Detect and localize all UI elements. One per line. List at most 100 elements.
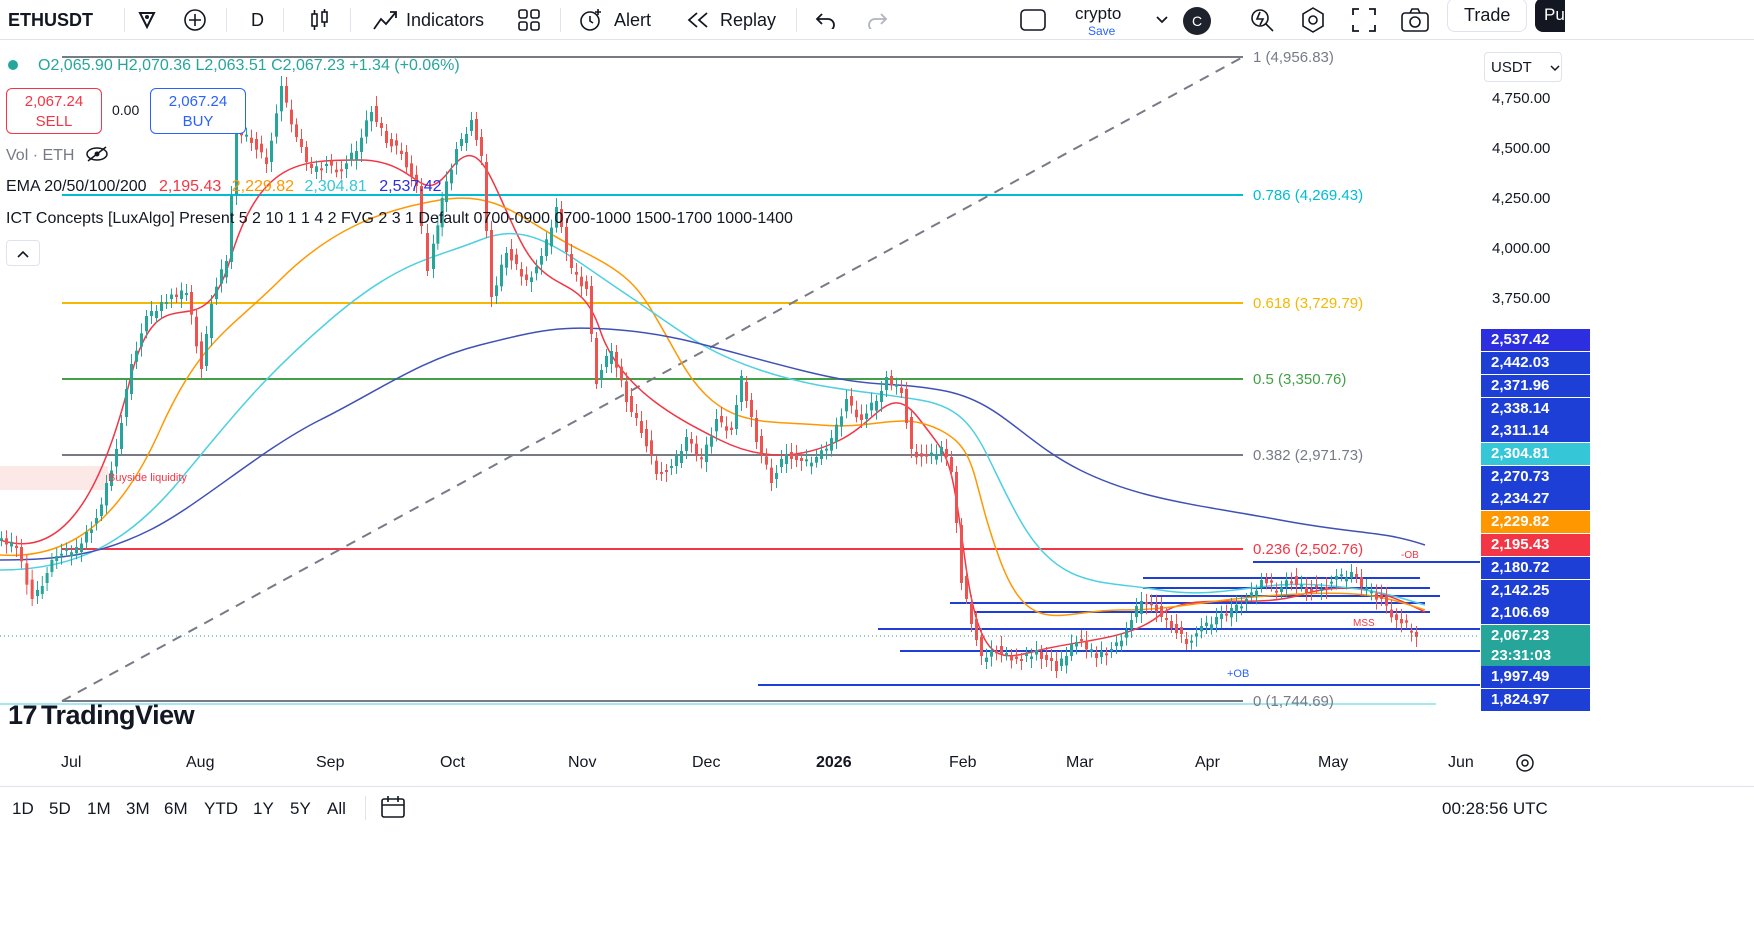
candle-body: [95, 518, 98, 524]
indicators-button[interactable]: Indicators: [372, 0, 484, 40]
candle-body: [1160, 606, 1163, 617]
layout-square-icon[interactable]: [1019, 0, 1047, 40]
watchlist-icon[interactable]: [136, 0, 158, 40]
layout-name[interactable]: crypto: [1075, 4, 1122, 23]
ict-legend[interactable]: ICT Concepts [LuxAlgo] Present 5 2 10 1 …: [6, 210, 793, 227]
trade-button[interactable]: Trade: [1447, 0, 1528, 32]
candle-body: [1180, 627, 1183, 634]
price-chart[interactable]: [0, 41, 1480, 745]
candle-body: [965, 576, 968, 599]
candle-body: [205, 334, 208, 366]
candle-body: [1240, 606, 1243, 609]
candle-body: [1365, 588, 1368, 590]
candle-body: [1270, 580, 1273, 583]
candle-body: [85, 532, 88, 543]
undo-icon[interactable]: [815, 0, 837, 40]
publish-button[interactable]: Pu: [1535, 0, 1565, 32]
candle-body: [520, 269, 523, 277]
sell-button[interactable]: 2,067.24 SELL: [6, 88, 102, 134]
candle-body: [1210, 624, 1213, 630]
range-1y[interactable]: 1Y: [253, 799, 274, 818]
candle-body: [720, 416, 723, 423]
candle-body: [426, 233, 429, 271]
candle-body: [635, 413, 638, 418]
ema50-value: 2,229.82: [231, 178, 295, 195]
replay-button[interactable]: Replay: [686, 0, 776, 40]
candle-body: [980, 637, 983, 656]
candle-body: [385, 131, 388, 143]
ema-legend[interactable]: EMA 20/50/100/200 2,195.43 2,229.82 2,30…: [6, 178, 442, 196]
axis-settings-gear-icon[interactable]: [1514, 752, 1536, 779]
price-tick: 4,250.00: [1492, 190, 1551, 207]
candle-body: [640, 421, 643, 433]
camera-icon[interactable]: [1400, 0, 1430, 40]
settings-gear-icon[interactable]: [1299, 0, 1327, 40]
buy-button[interactable]: 2,067.24 BUY: [150, 88, 246, 134]
candle-body: [185, 293, 188, 295]
candle-body: [820, 450, 823, 459]
candle-body: [1190, 640, 1193, 643]
redo-icon[interactable]: [866, 0, 888, 40]
range-1d[interactable]: 1D: [12, 799, 34, 818]
candle-body: [100, 504, 103, 516]
price-tag: 2,338.14: [1481, 398, 1590, 420]
separator: [350, 8, 351, 32]
avatar[interactable]: C: [1183, 1, 1211, 41]
candle-style-icon[interactable]: [309, 0, 331, 40]
ema20-value: 2,195.43: [159, 178, 222, 195]
utc-clock[interactable]: 00:28:56 UTC: [1442, 799, 1548, 818]
candle-body: [705, 444, 708, 462]
templates-icon[interactable]: [517, 0, 541, 40]
fib-trend-line[interactable]: [61, 56, 1244, 702]
range-all[interactable]: All: [327, 799, 346, 818]
alert-button[interactable]: Alert: [578, 0, 651, 40]
volume-legend[interactable]: Vol · ETH: [6, 145, 109, 165]
compare-add-icon[interactable]: [183, 0, 207, 40]
candle-body: [1275, 590, 1278, 593]
separator: [365, 796, 366, 820]
spread-value: 0.00: [112, 102, 140, 118]
range-5d[interactable]: 5D: [49, 799, 71, 818]
candle-body: [1410, 630, 1413, 633]
range-ytd[interactable]: YTD: [204, 799, 238, 818]
candle-body: [580, 276, 583, 287]
currency-label: USDT: [1491, 59, 1532, 76]
candle-body: [260, 143, 263, 153]
candle-body: [595, 338, 598, 384]
range-6m[interactable]: 6M: [164, 799, 188, 818]
eye-hidden-icon[interactable]: [85, 145, 109, 163]
price-tag: 2,180.72: [1481, 557, 1590, 579]
tradingview-logo[interactable]: 17 TradingView: [8, 700, 195, 731]
currency-select[interactable]: USDT: [1484, 52, 1562, 82]
interval-button[interactable]: D: [251, 9, 264, 30]
candle-body: [150, 311, 153, 316]
range-3m[interactable]: 3M: [126, 799, 150, 818]
candle-body: [780, 459, 783, 467]
chevron-down-icon[interactable]: [1155, 0, 1169, 40]
candle-body: [755, 418, 758, 442]
collapse-legend-button[interactable]: [6, 240, 40, 266]
candle-body: [620, 366, 623, 381]
indicators-label: Indicators: [406, 9, 485, 30]
candle-body: [375, 106, 378, 122]
candle-body: [110, 470, 113, 486]
candle-body: [805, 459, 808, 462]
symbol-search[interactable]: ETHUSDT: [8, 9, 93, 30]
time-tick: Jun: [1448, 754, 1474, 771]
candle-body: [970, 603, 973, 624]
quick-search-icon[interactable]: [1249, 0, 1275, 40]
ema100-value: 2,304.81: [304, 178, 367, 195]
candle-body: [1415, 632, 1418, 637]
candle-body: [380, 123, 383, 128]
range-5y[interactable]: 5Y: [290, 799, 311, 818]
candle-body: [1095, 653, 1098, 658]
layout-save-status[interactable]: Save: [1088, 24, 1116, 38]
date-range-calendar-icon[interactable]: [380, 795, 406, 824]
candle-body: [432, 243, 435, 269]
candle-body: [275, 113, 278, 137]
candle-body: [715, 419, 718, 432]
range-1m[interactable]: 1M: [87, 799, 111, 818]
separator: [226, 8, 227, 32]
candle-body: [235, 127, 238, 195]
fullscreen-icon[interactable]: [1351, 0, 1377, 40]
